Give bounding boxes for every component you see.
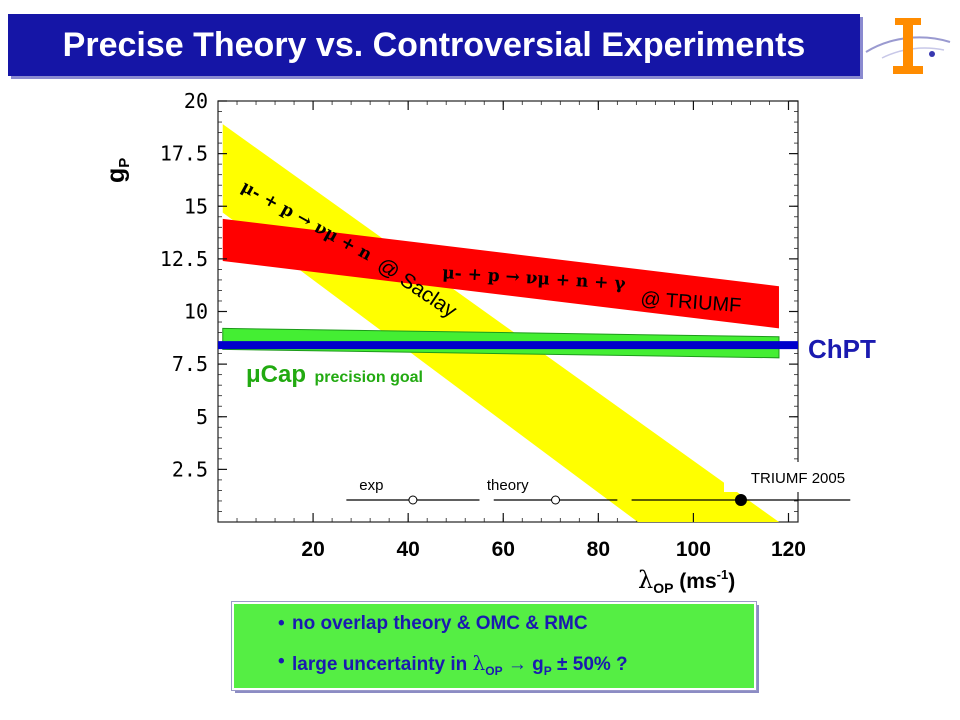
triumf-2005-point (734, 494, 747, 506)
x-axis-label-sup: -1 (717, 567, 729, 582)
exp-point (408, 495, 418, 505)
y-tick-label: 15 (184, 194, 208, 218)
mucap-note: precision goal (314, 369, 422, 386)
chpt-label: ChPT (808, 334, 876, 364)
y-axis-label-sub: P (116, 158, 133, 168)
bullet-2-pre: large uncertainty in (292, 654, 473, 675)
bullet-2-pm: ± 50% ? (551, 654, 628, 675)
bullet-1-text: no overlap theory & OMC & RMC (292, 613, 588, 634)
theory-label: theory (487, 477, 529, 494)
y-tick-label: 20 (184, 89, 208, 113)
triumf-2005-label: TRIUMF 2005 (751, 470, 845, 487)
institute-logo-icon (865, 18, 951, 74)
x-axis-label-sub: OP (653, 580, 673, 596)
page-title: Precise Theory vs. Controversial Experim… (62, 26, 806, 64)
bullet-2-lambda: λ (472, 651, 486, 675)
summary-box: no overlap theory & OMC & RMC large unce… (231, 601, 757, 691)
x-axis-label-close: ) (728, 570, 735, 593)
triumf-band (222, 218, 779, 329)
bullet-no-overlap: no overlap theory & OMC & RMC (278, 613, 588, 635)
exp-label: exp (359, 477, 383, 494)
y-tick-label: 17.5 (160, 142, 208, 166)
bullet-uncertainty: large uncertainty in λOP → gP ± 50% ? (278, 651, 628, 678)
title-bar: Precise Theory vs. Controversial Experim… (8, 14, 860, 76)
y-axis-label: gP (102, 158, 133, 183)
x-tick-label: 120 (771, 538, 806, 561)
svg-text:μCap precision goal: μCap precision goal (246, 361, 423, 388)
y-tick-label: 2.5 (172, 457, 208, 481)
x-axis-label: λOP (ms-1) (638, 566, 735, 596)
bullet-2-arrow: → g (502, 654, 544, 675)
x-tick-label: 40 (396, 538, 419, 561)
x-axis-label-unit: (ms (673, 570, 716, 593)
mucap-label: μCap (246, 361, 306, 388)
theory-point (551, 495, 561, 505)
svg-text:λOP (ms-1): λOP (ms-1) (638, 566, 735, 596)
x-tick-label: 80 (587, 538, 610, 561)
triumf-2005-label-bg (724, 462, 872, 492)
bullet-2-sub-op: OP (485, 663, 503, 678)
y-tick-label: 7.5 (172, 352, 208, 376)
x-tick-label: 60 (492, 538, 515, 561)
saclay-band (222, 124, 779, 522)
y-axis-label-main: g (102, 168, 130, 183)
y-tick-label: 12.5 (160, 247, 208, 271)
svg-text:gP: gP (102, 158, 133, 183)
y-tick-label: 5 (196, 405, 208, 429)
x-axis-label-symbol: λ (638, 566, 653, 594)
x-tick-label: 20 (301, 538, 324, 561)
bullet-2-sub-p: P (543, 663, 552, 678)
x-tick-label: 100 (676, 538, 711, 561)
y-tick-label: 10 (184, 300, 208, 324)
